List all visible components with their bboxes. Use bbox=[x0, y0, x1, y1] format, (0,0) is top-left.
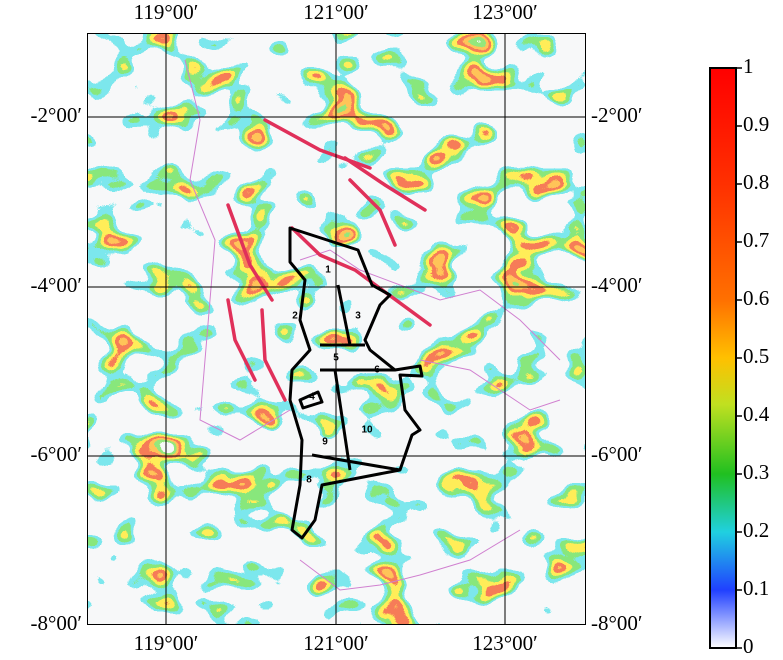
lon-label: 119°00′ bbox=[134, 631, 199, 655]
region-label: 10 bbox=[361, 425, 373, 436]
colorbar-label: 0.7 bbox=[743, 228, 769, 252]
colorbar-label: 0 bbox=[743, 634, 754, 658]
colorbar bbox=[709, 67, 737, 649]
region-outlines bbox=[288, 226, 424, 540]
lon-label: 121°00′ bbox=[303, 0, 369, 24]
graticule bbox=[87, 33, 586, 625]
region-label: 2 bbox=[292, 311, 298, 322]
map-area bbox=[87, 33, 586, 625]
lon-label: 119°00′ bbox=[134, 0, 199, 24]
colorbar-label: 0.6 bbox=[743, 286, 769, 310]
lat-label: -8°00′ bbox=[591, 611, 643, 635]
colorbar-label: 0.1 bbox=[743, 576, 769, 600]
lat-label: -6°00′ bbox=[31, 442, 83, 466]
region-label: 1 bbox=[325, 265, 331, 276]
region-label: 4 bbox=[309, 392, 315, 403]
lat-label: -2°00′ bbox=[31, 103, 83, 127]
colorbar-label: 0.4 bbox=[743, 402, 770, 426]
lon-label: 121°00′ bbox=[303, 631, 369, 655]
region-label: 3 bbox=[355, 311, 361, 322]
faults bbox=[226, 118, 432, 402]
colorbar-label: 0.5 bbox=[743, 344, 769, 368]
lat-label: -8°00′ bbox=[31, 611, 83, 635]
lat-label: -6°00′ bbox=[591, 442, 643, 466]
region-label: 8 bbox=[306, 475, 312, 486]
region-label: 9 bbox=[322, 437, 328, 448]
region-label: 6 bbox=[374, 365, 380, 376]
lat-label: -2°00′ bbox=[591, 103, 643, 127]
lat-label: -4°00′ bbox=[591, 273, 643, 297]
colorbar-label: 1 bbox=[743, 54, 754, 78]
colorbar-label: 0.3 bbox=[743, 460, 769, 484]
coastline bbox=[184, 59, 561, 591]
lon-label: 123°00′ bbox=[472, 631, 538, 655]
colorbar-label: 0.8 bbox=[743, 170, 769, 194]
lat-label: -4°00′ bbox=[31, 273, 83, 297]
colorbar-label: 0.2 bbox=[743, 518, 769, 542]
colorbar-label: 0.9 bbox=[743, 112, 769, 136]
region-label: 5 bbox=[333, 353, 339, 364]
lon-label: 123°00′ bbox=[472, 0, 538, 24]
